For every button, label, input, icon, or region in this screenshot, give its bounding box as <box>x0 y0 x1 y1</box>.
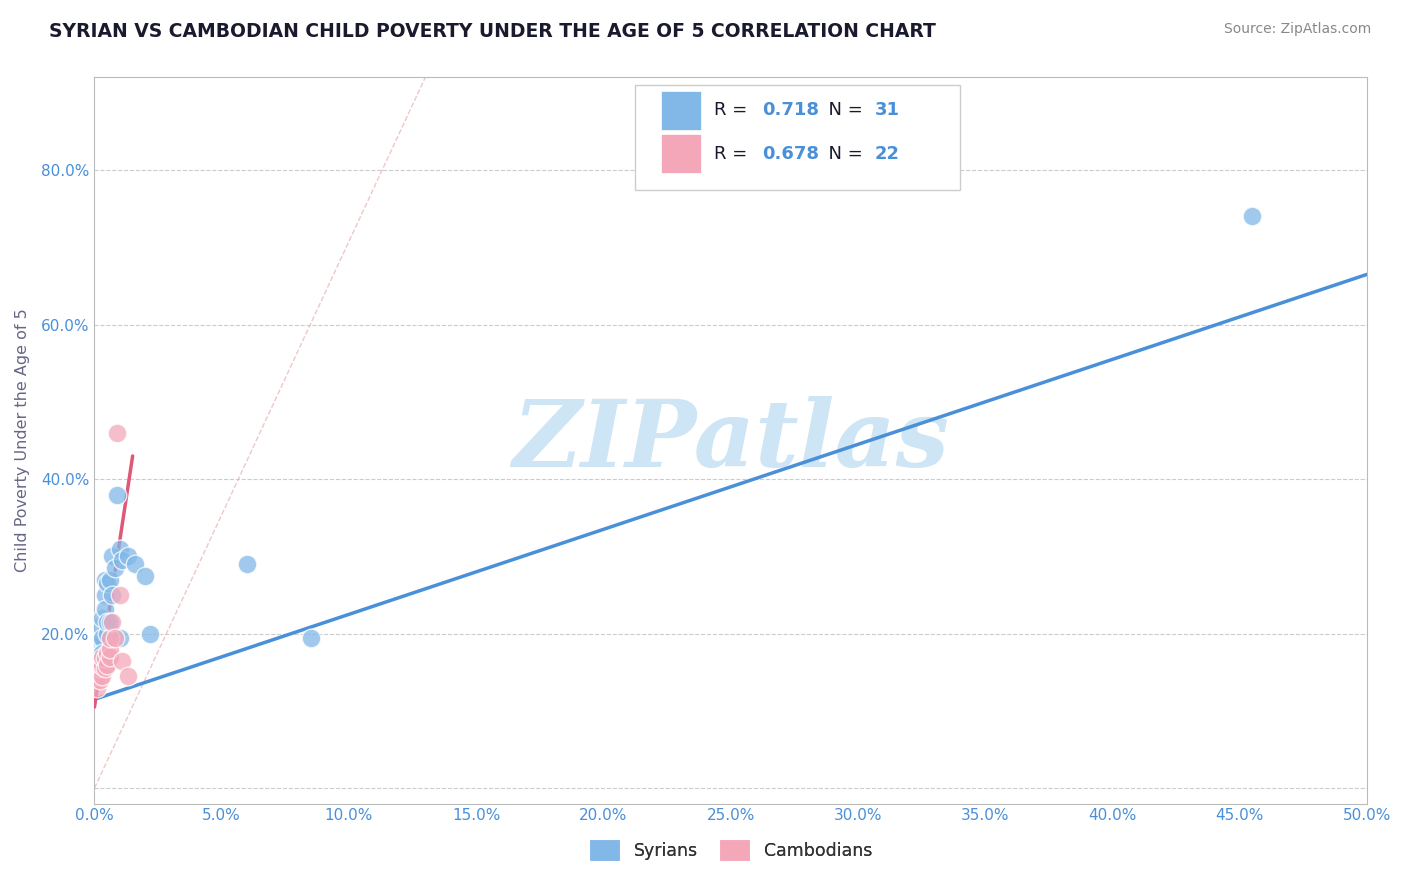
Text: R =: R = <box>714 101 754 120</box>
Point <box>105 487 128 501</box>
Point <box>91 669 114 683</box>
Point <box>86 661 108 675</box>
Point <box>1241 210 1264 224</box>
FancyBboxPatch shape <box>636 85 960 190</box>
Point <box>98 573 121 587</box>
Point <box>93 573 115 587</box>
Point <box>86 669 108 683</box>
Text: N =: N = <box>817 145 869 162</box>
Text: 31: 31 <box>875 101 900 120</box>
Point <box>86 654 108 668</box>
Point <box>101 549 124 564</box>
Text: 0.678: 0.678 <box>762 145 820 162</box>
Point <box>89 654 111 668</box>
Point <box>91 631 114 645</box>
FancyBboxPatch shape <box>661 90 702 129</box>
Point <box>89 631 111 645</box>
Point <box>105 425 128 440</box>
Point <box>104 631 127 645</box>
Point <box>98 631 121 645</box>
Point <box>89 661 111 675</box>
Text: R =: R = <box>714 145 754 162</box>
Point <box>91 659 114 673</box>
Point <box>98 615 121 629</box>
Point <box>124 557 146 571</box>
Point <box>93 588 115 602</box>
Text: SYRIAN VS CAMBODIAN CHILD POVERTY UNDER THE AGE OF 5 CORRELATION CHART: SYRIAN VS CAMBODIAN CHILD POVERTY UNDER … <box>49 22 936 41</box>
Point <box>117 669 139 683</box>
Point <box>98 642 121 657</box>
Point <box>86 681 108 695</box>
Point <box>91 611 114 625</box>
Text: N =: N = <box>817 101 869 120</box>
Point <box>101 615 124 629</box>
Point <box>86 666 108 681</box>
Point <box>108 631 131 645</box>
Point <box>98 649 121 664</box>
Point <box>117 549 139 564</box>
Point <box>96 646 118 660</box>
Point <box>89 673 111 687</box>
Text: 22: 22 <box>875 145 900 162</box>
Legend: Syrians, Cambodians: Syrians, Cambodians <box>582 832 879 868</box>
Point <box>91 649 114 664</box>
Point <box>236 557 259 571</box>
FancyBboxPatch shape <box>661 134 702 173</box>
Point <box>111 553 134 567</box>
Point <box>108 588 131 602</box>
Point <box>134 568 156 582</box>
Text: 0.718: 0.718 <box>762 101 820 120</box>
Point <box>89 648 111 663</box>
Point <box>89 638 111 652</box>
Point <box>93 661 115 675</box>
Point <box>139 626 162 640</box>
Point <box>89 619 111 633</box>
Point <box>299 631 322 645</box>
Point <box>96 657 118 672</box>
Point <box>93 651 115 665</box>
Point <box>96 576 118 591</box>
Point <box>91 646 114 660</box>
Point <box>108 541 131 556</box>
Y-axis label: Child Poverty Under the Age of 5: Child Poverty Under the Age of 5 <box>15 309 30 573</box>
Text: Source: ZipAtlas.com: Source: ZipAtlas.com <box>1223 22 1371 37</box>
Point <box>111 654 134 668</box>
Point <box>104 561 127 575</box>
Point <box>96 615 118 629</box>
Point <box>101 588 124 602</box>
Point <box>93 602 115 616</box>
Point <box>96 626 118 640</box>
Text: ZIPatlas: ZIPatlas <box>512 395 949 485</box>
